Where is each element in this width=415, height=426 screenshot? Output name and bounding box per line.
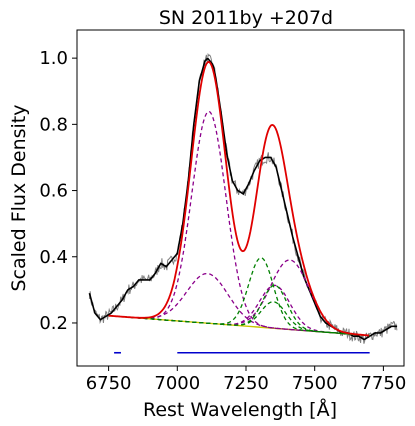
x-tick-label-6750: 6750 — [86, 373, 132, 394]
y-tick-label-1: 1.0 — [39, 48, 68, 69]
y-tick-label-0.8: 0.8 — [39, 114, 68, 135]
component-curve-1 — [108, 110, 370, 337]
y-axis-label: Scaled Flux Density — [8, 105, 30, 292]
y-tick-label-0.2: 0.2 — [39, 313, 68, 334]
x-axis-label: Rest Wavelength [Å] — [143, 398, 337, 421]
plot-frame — [76, 29, 405, 367]
y-tick-label-0.4: 0.4 — [39, 247, 68, 268]
x-tick-label-7000: 7000 — [154, 373, 200, 394]
component-curve-6 — [108, 284, 370, 337]
x-tick-label-7500: 7500 — [292, 373, 338, 394]
y-tick-label-0.6: 0.6 — [39, 181, 68, 202]
component-curve-7 — [108, 301, 370, 337]
x-tick-label-7250: 7250 — [223, 373, 269, 394]
x-tick-label-7750: 7750 — [360, 373, 406, 394]
chart-title: SN 2011by +207d — [159, 7, 333, 29]
component-curve-4 — [108, 284, 370, 337]
total-fit-line — [108, 60, 370, 337]
